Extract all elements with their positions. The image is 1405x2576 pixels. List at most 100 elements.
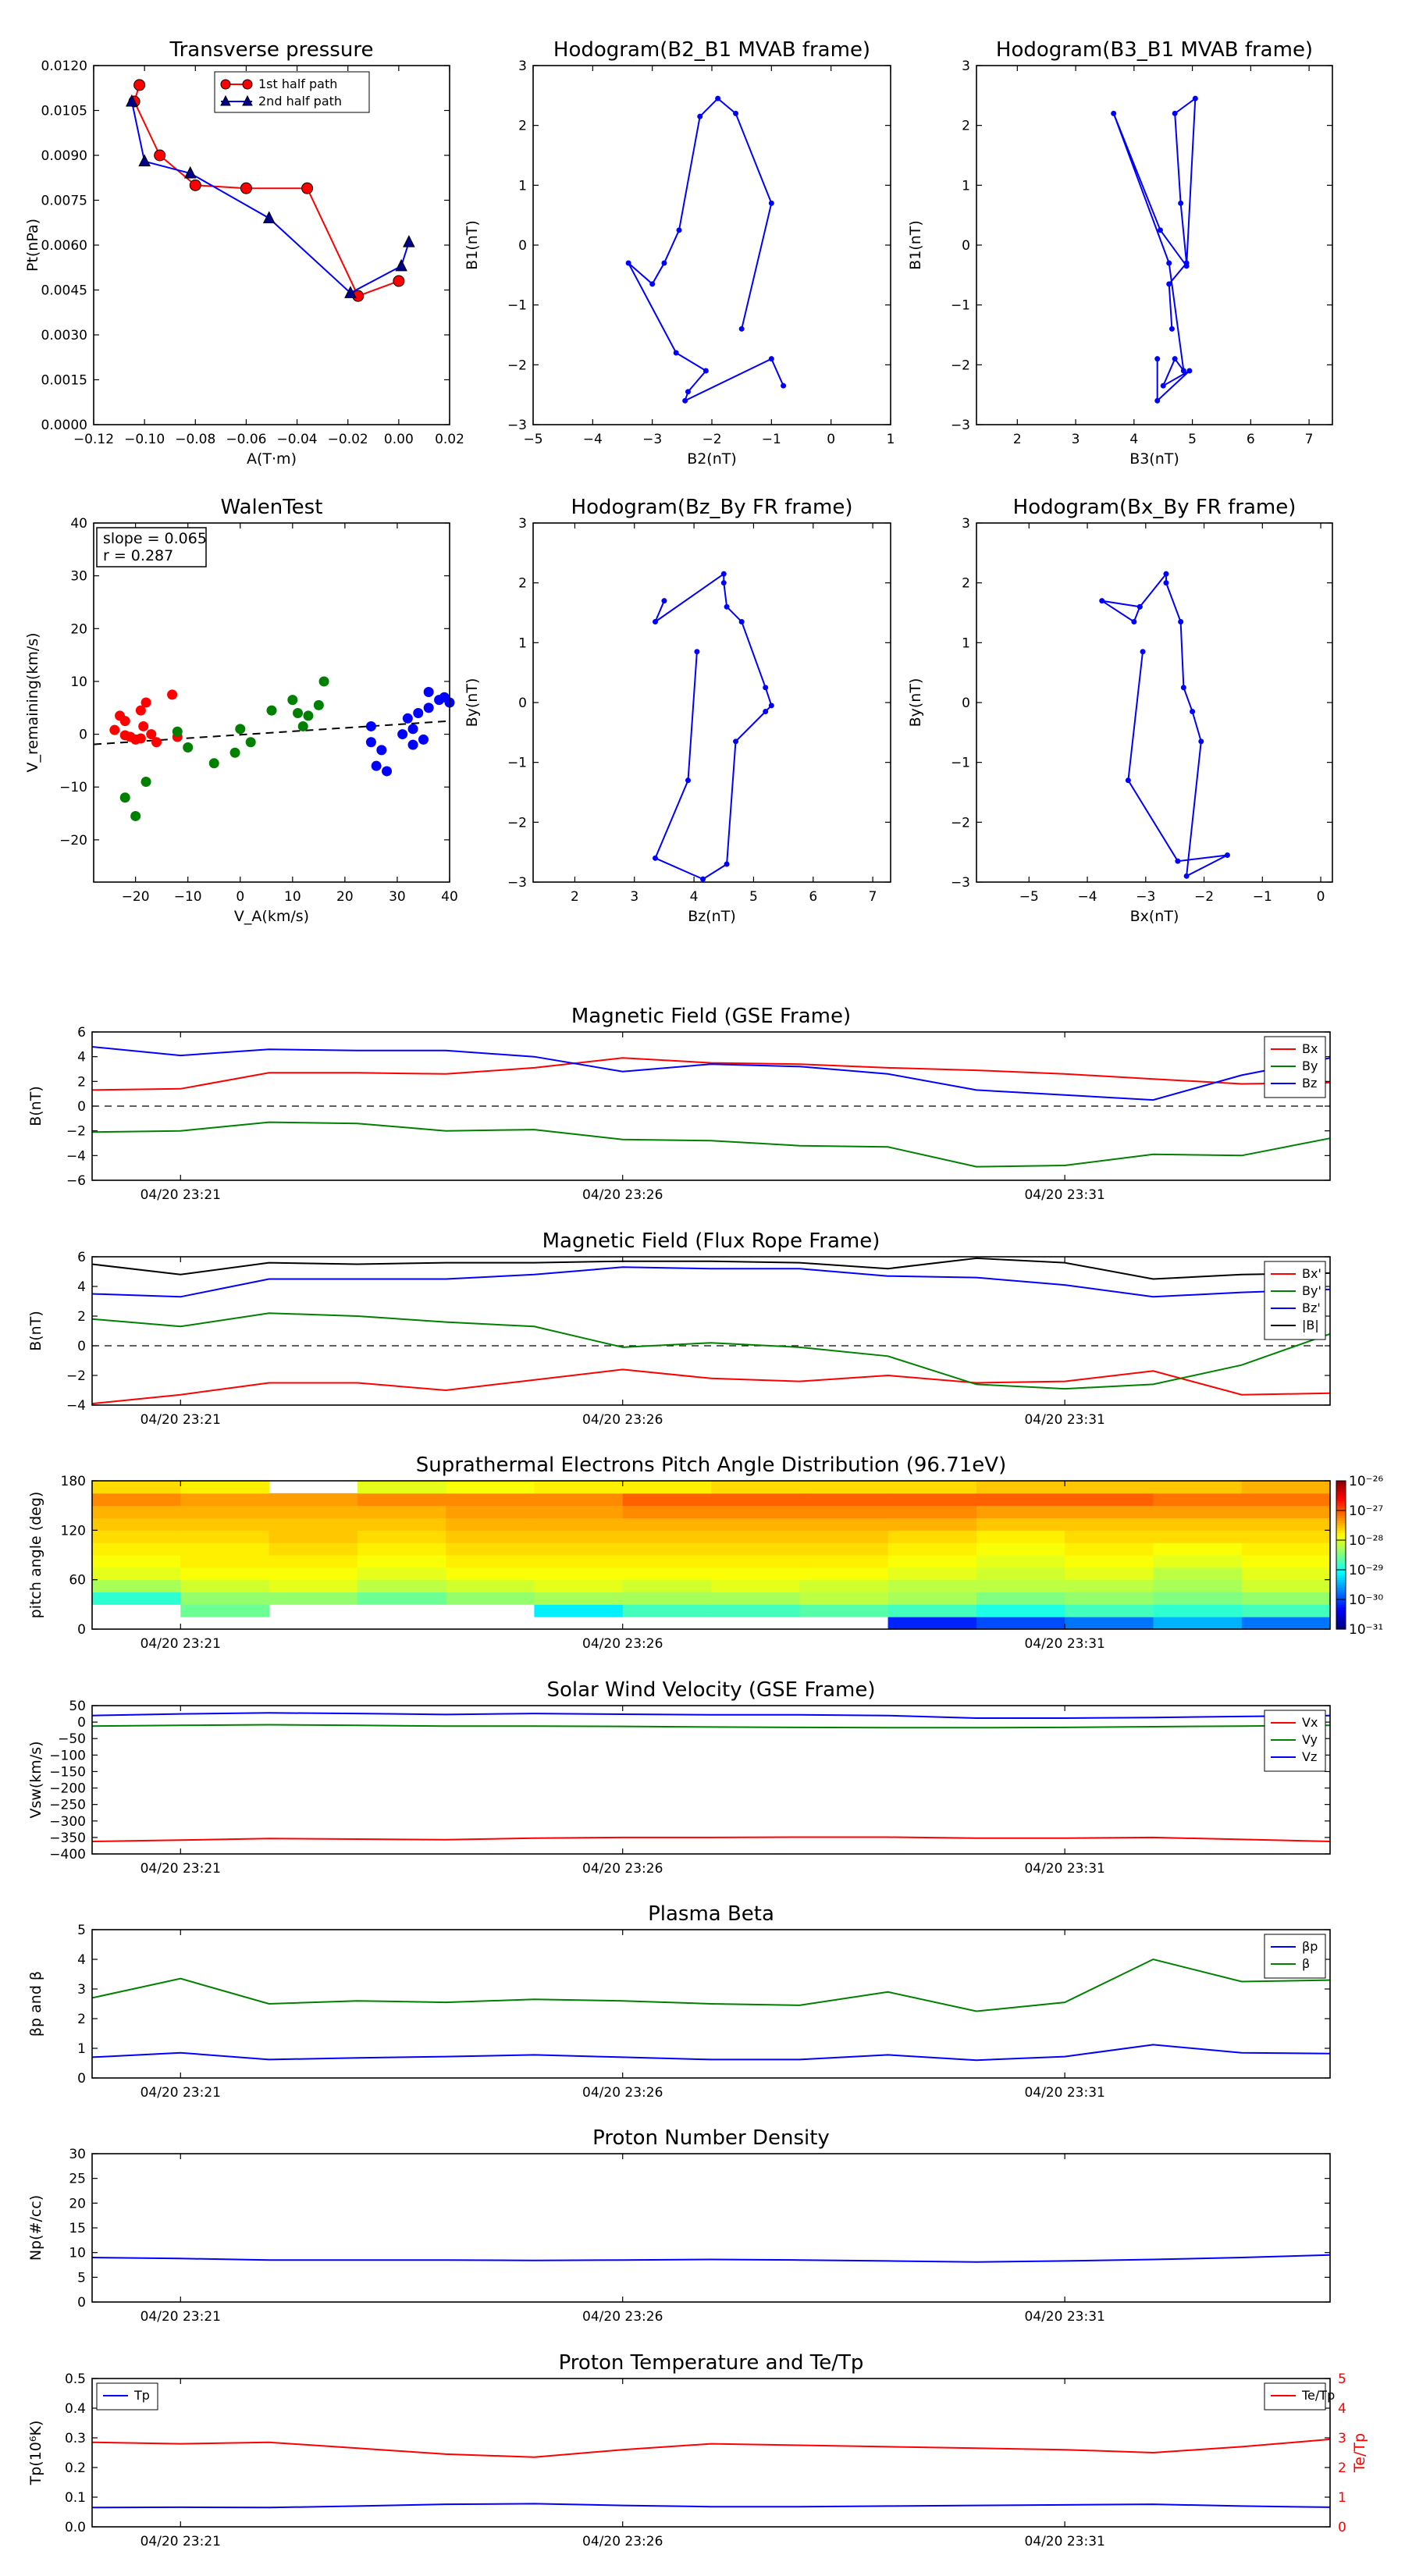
colorbar-segment bbox=[1336, 1525, 1346, 1528]
data-point bbox=[229, 747, 240, 758]
y-right-tick-label: 3 bbox=[1338, 2431, 1346, 2446]
y-tick-label: 2 bbox=[518, 119, 527, 134]
x-axis-label: Bz(nT) bbox=[688, 908, 735, 925]
legend-marker bbox=[220, 79, 231, 90]
heatmap-cell bbox=[976, 1555, 1065, 1568]
heatmap-cell bbox=[1153, 1481, 1243, 1494]
heatmap-cell bbox=[534, 1493, 624, 1507]
heatmap-cell bbox=[357, 1567, 446, 1581]
y-tick-label: 10 bbox=[70, 674, 87, 690]
legend-marker bbox=[220, 94, 231, 106]
legend-box bbox=[214, 71, 370, 113]
heatmap-cell bbox=[92, 1555, 181, 1568]
data-point bbox=[661, 598, 667, 604]
data-point bbox=[208, 758, 219, 769]
x-tick-label: 30 bbox=[389, 889, 406, 905]
beta-panel: Plasma Beta 04/20 23:21 04/20 23:26 04/20 2… bbox=[27, 1902, 1331, 2101]
y-tick-label: 2 bbox=[77, 2012, 86, 2027]
x-tick-label: −4 bbox=[1078, 889, 1097, 905]
y-tick-label: 0.0120 bbox=[41, 59, 87, 74]
data-point bbox=[1166, 260, 1172, 266]
axes-frame bbox=[91, 2378, 1331, 2528]
series-line bbox=[628, 97, 784, 403]
mag_gse-panel: Magnetic Field (GSE Frame) 04/20 23:21 04/… bbox=[27, 1005, 1331, 1203]
colorbar-segment bbox=[1336, 1547, 1346, 1551]
data-point bbox=[1178, 619, 1184, 624]
hodogram-series bbox=[625, 95, 787, 404]
x-tick-label: 04/20 23:21 bbox=[140, 1412, 221, 1428]
data-point bbox=[365, 737, 376, 748]
heatmap-cell bbox=[976, 1517, 1065, 1531]
heatmap-cell bbox=[1241, 1604, 1331, 1617]
heatmap-cell bbox=[534, 1530, 624, 1543]
heatmap-cell bbox=[711, 1481, 800, 1494]
heatmap-cell bbox=[887, 1505, 977, 1518]
y-axis-label: B1(nT) bbox=[464, 220, 481, 270]
heatmap-cell bbox=[1065, 1505, 1154, 1518]
heatmap-cell bbox=[446, 1542, 535, 1556]
y-tick-label: −6 bbox=[66, 1173, 86, 1189]
data-point bbox=[240, 182, 252, 194]
heatmap-cell bbox=[1065, 1567, 1154, 1581]
data-point bbox=[1163, 571, 1169, 577]
colorbar-segment bbox=[1336, 1557, 1346, 1560]
y-tick-label: 1 bbox=[962, 635, 970, 651]
heatmap-cell bbox=[269, 1579, 358, 1592]
heatmap-cell bbox=[711, 1493, 800, 1507]
y-tick-label: 1 bbox=[77, 2041, 86, 2057]
y-axis-label: βp and β bbox=[27, 1971, 44, 2037]
heatmap-cell bbox=[269, 1542, 358, 1556]
data-point bbox=[763, 685, 769, 691]
x-tick-label: −0.10 bbox=[124, 432, 165, 447]
y-tick-label: 50 bbox=[69, 1699, 86, 1714]
colorbar-segment bbox=[1336, 1614, 1346, 1617]
data-point bbox=[781, 382, 787, 389]
data-point bbox=[371, 760, 382, 771]
heatmap-cell bbox=[180, 1530, 270, 1543]
heatmap-cell bbox=[1153, 1617, 1243, 1630]
data-point bbox=[183, 742, 194, 753]
proton-temperature-panel: Proton Temperature and Te/Tp 04/20 23:21 0… bbox=[27, 2351, 1368, 2549]
y-right-tick-label: 5 bbox=[1338, 2371, 1346, 2387]
colorbar-segment bbox=[1336, 1535, 1346, 1539]
x-tick-label: 04/20 23:31 bbox=[1024, 2309, 1104, 2325]
y-axis-label: B(nT) bbox=[27, 1311, 44, 1351]
x-tick-label: −0.04 bbox=[277, 432, 318, 447]
series-line bbox=[133, 84, 400, 297]
heatmap-cell bbox=[534, 1517, 624, 1531]
data-point bbox=[1160, 382, 1166, 389]
heatmap-cell bbox=[357, 1481, 446, 1494]
colorbar-segment bbox=[1336, 1567, 1346, 1571]
data-point bbox=[109, 724, 120, 735]
heatmap-cell bbox=[799, 1592, 889, 1605]
colorbar: 10⁻²⁶ 10⁻²⁷ 10⁻²⁸ 10⁻²⁹ 10⁻³⁰ 10⁻³¹ bbox=[1336, 1474, 1383, 1638]
heatmap-cell bbox=[446, 1530, 535, 1543]
scatter-series bbox=[365, 686, 455, 777]
data-point bbox=[738, 619, 745, 624]
data-point bbox=[407, 724, 418, 735]
y-tick-label: 0.0060 bbox=[41, 238, 87, 254]
data-point bbox=[365, 720, 376, 731]
heatmap-cell bbox=[269, 1592, 358, 1605]
colorbar-segment bbox=[1336, 1490, 1346, 1494]
heatmap-cell bbox=[534, 1542, 624, 1556]
data-point bbox=[768, 356, 774, 362]
legend-label: By bbox=[1302, 1059, 1318, 1073]
chart-title: Proton Number Density bbox=[592, 2126, 830, 2150]
colorbar-segment bbox=[1336, 1522, 1346, 1526]
y-tick-label: −1 bbox=[507, 298, 527, 314]
x-tick-label: 1 bbox=[887, 432, 895, 447]
x-tick-label: 04/20 23:31 bbox=[1024, 1412, 1104, 1428]
x-tick-label: −1 bbox=[762, 432, 781, 447]
y-tick-label: −150 bbox=[49, 1764, 86, 1780]
heatmap-cell bbox=[357, 1592, 446, 1605]
data-point bbox=[1186, 368, 1193, 374]
legend-label: Te/Tp bbox=[1301, 2388, 1335, 2403]
data-point bbox=[266, 705, 277, 716]
h31-hodogram: Hodogram(B3_B1 MVAB frame) 2 3 4 5 6 7 −3 −2 −1 0 1… bbox=[907, 38, 1333, 468]
heatmap-cell bbox=[799, 1604, 889, 1617]
heatmap-cell bbox=[799, 1505, 889, 1518]
data-point bbox=[733, 110, 739, 116]
y-tick-label: 15 bbox=[69, 2221, 86, 2236]
series-line bbox=[91, 2438, 1331, 2458]
